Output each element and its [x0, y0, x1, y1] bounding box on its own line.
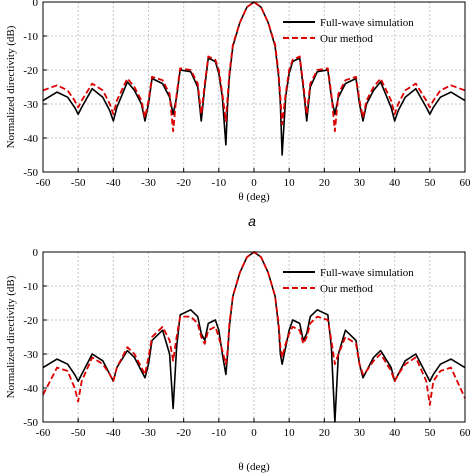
- y-tick-label: -50: [23, 167, 38, 179]
- y-tick-label: -10: [23, 281, 38, 293]
- series-line-our-method: [42, 1, 466, 133]
- x-tick-label: 60: [460, 427, 472, 439]
- x-tick-label: -40: [106, 427, 121, 439]
- x-tick-label: -20: [176, 177, 191, 189]
- x-tick-label: 60: [460, 177, 472, 189]
- x-tick-label: -30: [141, 177, 156, 189]
- x-tick-label: 50: [424, 177, 436, 189]
- y-tick-label: 0: [33, 0, 39, 9]
- y-tick-label: -20: [23, 315, 38, 327]
- x-tick-label: 30: [354, 427, 366, 439]
- legend-label: Full-wave simulation: [320, 267, 414, 279]
- legend-label: Our method: [320, 33, 373, 45]
- x-tick-label: -60: [36, 427, 51, 439]
- x-tick-label: 10: [284, 177, 296, 189]
- y-tick-label: -50: [23, 417, 38, 429]
- x-tick-label: 20: [319, 427, 331, 439]
- y-tick-label: -30: [23, 349, 38, 361]
- x-tick-label: -10: [211, 427, 226, 439]
- y-tick-label: -40: [23, 383, 38, 395]
- y-tick-label: -10: [23, 31, 38, 43]
- x-tick-label: 10: [284, 427, 296, 439]
- x-tick-label: -50: [71, 177, 86, 189]
- y-tick-label: -20: [23, 65, 38, 77]
- legend-label: Our method: [320, 283, 373, 295]
- y-tick-label: -30: [23, 99, 38, 111]
- x-tick-label: -40: [106, 177, 121, 189]
- x-tick-label: -50: [71, 427, 86, 439]
- x-tick-label: -10: [211, 177, 226, 189]
- x-tick-label: 40: [389, 427, 401, 439]
- x-tick-label: 40: [389, 177, 401, 189]
- y-axis-label: Normalized directivity (dB): [5, 25, 17, 148]
- x-tick-label: -20: [176, 427, 191, 439]
- x-tick-label: -60: [36, 177, 51, 189]
- x-axis-label: θ (deg): [238, 461, 270, 473]
- legend-label: Full-wave simulation: [320, 17, 414, 29]
- x-tick-label: 0: [251, 427, 257, 439]
- x-tick-label: 50: [424, 427, 436, 439]
- x-tick-label: -30: [141, 427, 156, 439]
- x-axis-label: θ (deg): [238, 191, 270, 203]
- x-tick-label: 30: [354, 177, 366, 189]
- y-tick-label: -40: [23, 133, 38, 145]
- x-tick-label: 20: [319, 177, 331, 189]
- panel-letter: a: [248, 213, 256, 229]
- y-axis-label: Normalized directivity (dB): [5, 275, 17, 398]
- x-tick-label: 0: [251, 177, 257, 189]
- y-tick-label: 0: [33, 247, 39, 259]
